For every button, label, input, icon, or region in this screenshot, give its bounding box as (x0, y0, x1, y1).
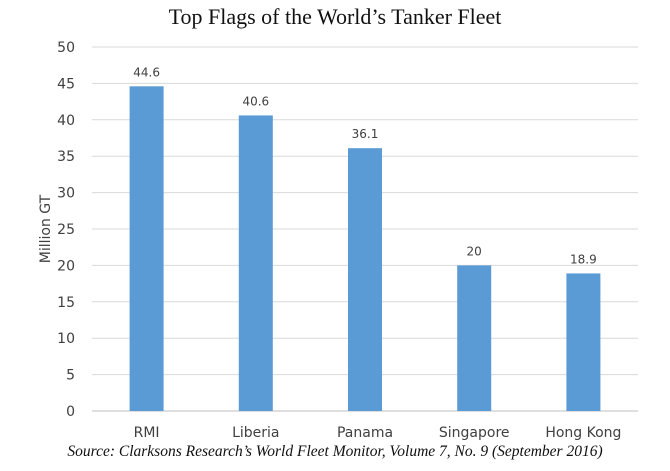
y-tick-label: 0 (66, 404, 75, 420)
data-label: 44.6 (133, 65, 160, 79)
x-tick-label: Panama (337, 425, 393, 440)
chart-title: Top Flags of the World’s Tanker Fleet (168, 4, 502, 29)
y-tick-label: 35 (57, 149, 75, 165)
y-tick-label: 45 (57, 76, 75, 92)
bar-rmi (129, 86, 164, 411)
x-tick-label: RMI (134, 425, 160, 440)
y-tick-label: 20 (57, 258, 75, 274)
bar-liberia (238, 115, 273, 411)
data-label: 40.6 (242, 94, 269, 108)
bar-chart: 0 5 10 15 20 25 30 35 40 45 50 Million GT 44.6 RMI 40.… (38, 40, 638, 440)
data-label: 36.1 (352, 127, 379, 141)
data-label: 18.9 (570, 252, 597, 266)
y-tick-label: 30 (57, 186, 75, 202)
x-tick-label: Liberia (232, 425, 279, 440)
y-tick-label: 50 (57, 40, 75, 56)
y-tick-label: 15 (57, 295, 75, 311)
y-tick-label: 40 (57, 113, 75, 129)
y-tick-label: 10 (57, 331, 75, 347)
data-label: 20 (467, 244, 482, 258)
bar-singapore (457, 265, 492, 411)
y-tick-label: 25 (57, 222, 75, 238)
y-axis-label: Million GT (38, 194, 54, 263)
y-tick-label: 5 (66, 368, 75, 384)
chart-source: Source: Clarksons Research’s World Fleet… (67, 443, 603, 460)
bar-hong-kong (566, 273, 601, 411)
bar-panama (348, 148, 382, 411)
x-tick-label: Hong Kong (545, 425, 621, 440)
x-tick-label: Singapore (439, 425, 510, 440)
